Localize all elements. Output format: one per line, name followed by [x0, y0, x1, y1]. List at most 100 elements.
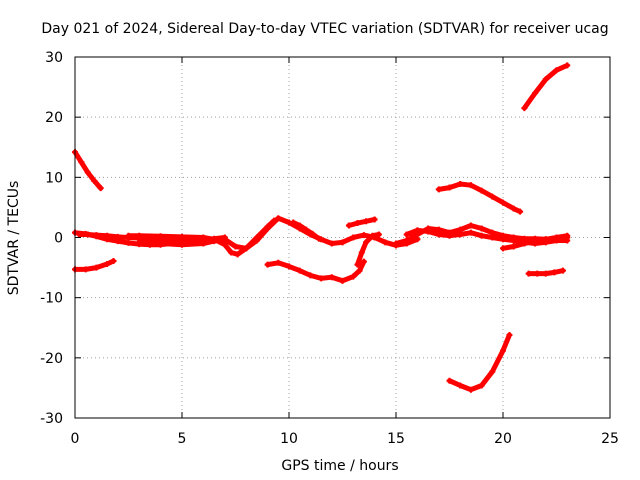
data-point: [446, 232, 453, 239]
data-point: [467, 386, 474, 393]
axis-ticks: [74, 56, 611, 419]
data-point: [532, 90, 539, 97]
data-point: [179, 241, 185, 248]
data-point: [264, 225, 271, 232]
data-point: [136, 232, 143, 239]
data-point: [564, 232, 571, 239]
data-point: [446, 377, 453, 384]
data-point: [510, 237, 517, 244]
data-point: [315, 235, 322, 242]
data-point: [478, 232, 485, 239]
data-point: [363, 218, 370, 225]
data-point: [358, 249, 365, 256]
data-point: [290, 219, 297, 226]
data-point: [136, 239, 143, 246]
data-point: [104, 260, 111, 267]
data-point: [211, 238, 218, 245]
data-point: [200, 234, 207, 241]
series-arc-17: [521, 62, 571, 112]
data-point: [104, 232, 111, 239]
data-point: [221, 236, 228, 243]
data-point: [264, 261, 271, 268]
data-point: [303, 226, 310, 233]
y-tick-label: -20: [40, 351, 63, 367]
data-point: [534, 270, 541, 277]
y-tick-label: 0: [54, 231, 63, 247]
data-point: [286, 263, 292, 270]
series-line: [76, 232, 202, 243]
data-point: [393, 240, 399, 247]
data-point: [125, 232, 132, 239]
data-point: [232, 243, 239, 250]
data-point: [296, 222, 303, 229]
series-arc-15: [500, 232, 571, 252]
data-point: [542, 236, 549, 243]
data-point: [360, 258, 367, 265]
y-axis-tick-labels: -30 -20 -10 0 10 20 30: [40, 50, 63, 427]
data-point: [328, 274, 335, 281]
data-point: [403, 237, 410, 244]
x-axis-tick-labels: 0 5 10 15 20 25: [71, 431, 619, 447]
data-point: [93, 264, 100, 271]
series-arc-10: [290, 219, 322, 242]
data-point: [234, 251, 241, 258]
data-point: [553, 67, 560, 74]
x-tick-label: 10: [280, 431, 298, 447]
data-point: [200, 240, 207, 247]
data-point: [97, 185, 104, 192]
data-point: [467, 222, 474, 229]
data-point: [309, 230, 316, 237]
series-arc-8: [354, 231, 382, 268]
data-point: [307, 272, 314, 279]
data-point: [553, 234, 560, 241]
data-point: [500, 236, 506, 243]
series-arc-12: [403, 227, 571, 247]
data-point: [457, 180, 464, 187]
data-point: [179, 233, 185, 240]
data-point: [354, 220, 361, 227]
data-point: [542, 270, 549, 277]
data-point: [489, 368, 496, 375]
series-line: [404, 227, 570, 246]
data-point: [521, 240, 528, 247]
y-tick-label: -10: [40, 291, 63, 307]
data-point: [478, 382, 485, 389]
data-point: [510, 243, 517, 250]
data-point: [228, 249, 235, 256]
data-point: [478, 187, 485, 194]
data-point: [157, 233, 164, 240]
series-arc-16: [525, 267, 566, 277]
data-point: [564, 62, 571, 69]
y-tick-label: -30: [40, 411, 63, 427]
data-point: [350, 234, 357, 241]
data-point: [467, 229, 474, 236]
data-point: [328, 240, 335, 247]
x-tick-label: 25: [601, 431, 619, 447]
y-axis-label: SDTVAR / TECUs: [6, 181, 22, 296]
data-point: [91, 177, 98, 184]
data-point: [542, 76, 549, 83]
data-point: [467, 182, 474, 189]
data-point: [446, 184, 453, 191]
chart-title: Day 021 of 2024, Sidereal Day-to-day VTE…: [41, 21, 608, 37]
data-point: [500, 245, 506, 252]
data-point: [114, 233, 121, 240]
data-point: [243, 245, 250, 252]
data-point: [457, 231, 464, 238]
data-point: [435, 186, 442, 193]
data-point: [356, 267, 363, 274]
series-arc-9: [345, 216, 378, 229]
data-point: [93, 232, 100, 239]
data-point: [125, 239, 132, 246]
data-point: [369, 232, 376, 239]
data-point: [435, 231, 442, 238]
y-tick-label: 30: [45, 50, 63, 66]
data-point: [506, 331, 513, 338]
x-axis-label: GPS time / hours: [281, 458, 398, 474]
data-point: [350, 273, 357, 280]
data-point: [382, 239, 389, 246]
series-arc-1: [72, 149, 104, 192]
data-point: [525, 270, 532, 277]
data-point: [403, 231, 410, 238]
